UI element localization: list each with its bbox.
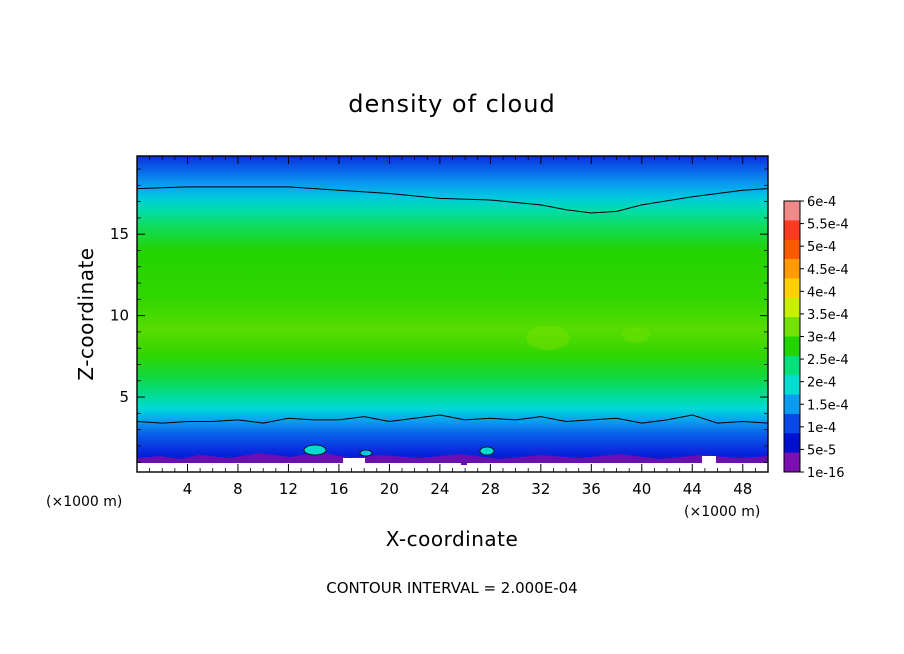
y-tick-label: 15: [110, 225, 129, 243]
contour-line: [137, 414, 768, 424]
x-tick-label: 44: [683, 480, 702, 498]
cloud-cell: [479, 446, 495, 456]
contour-interval-footer: CONTOUR INTERVAL = 2.000E-04: [326, 579, 577, 597]
x-axis-unit-left: (×1000 m): [46, 494, 122, 510]
colorbar-label: 2e-4: [807, 376, 836, 391]
colorbar-swatch: [784, 297, 800, 318]
x-tick-label: 32: [531, 480, 550, 498]
colorbar-label: 2.5e-4: [807, 353, 849, 368]
x-tick-label: 40: [632, 480, 651, 498]
colorbar-swatch: [784, 201, 800, 221]
x-axis-ticks: 4 8 12 16 20 24 28 32 36 40 44 48: [149, 156, 756, 498]
y-axis-label: Z-coordinate: [74, 247, 98, 380]
density-patch: [622, 327, 650, 343]
colorbar-swatch: [784, 394, 800, 415]
x-tick-label: 48: [733, 480, 752, 498]
y-tick-label: 5: [119, 388, 129, 406]
cloud-speck: [461, 462, 467, 465]
colorbar-label: 5e-4: [807, 240, 836, 255]
x-tick-label: 36: [582, 480, 601, 498]
colorbar-label: 3.5e-4: [807, 308, 849, 323]
contour-lines: [137, 186, 768, 424]
x-axis-label: X-coordinate: [386, 527, 519, 551]
colorbar-label: 5.5e-4: [807, 218, 849, 233]
colorbar-label: 1e-4: [807, 421, 836, 436]
x-tick-label: 4: [183, 480, 193, 498]
y-axis-ticks: 5 10 15: [110, 168, 768, 463]
colorbar-label: 3e-4: [807, 331, 836, 346]
colorbar-label: 5e-5: [807, 443, 836, 458]
colorbar-label: 1e-16: [807, 466, 845, 481]
colorbar-swatch: [784, 413, 800, 434]
contour-line: [137, 186, 768, 214]
colorbar-swatch: [784, 355, 800, 376]
x-tick-label: 28: [481, 480, 500, 498]
x-tick-label: 24: [430, 480, 449, 498]
colorbar-swatch: [784, 375, 800, 395]
colorbar-swatch: [784, 239, 800, 260]
colorbar-swatch: [784, 452, 800, 473]
colorbar-swatch: [784, 259, 800, 279]
colorbar-swatch: [784, 336, 800, 357]
x-tick-label: 20: [380, 480, 399, 498]
colorbar-swatch: [784, 278, 800, 299]
cloud-cell: [303, 444, 327, 456]
colorbar-label: 6e-4: [807, 195, 836, 210]
colorbar-swatch: [784, 317, 800, 337]
top-density-dip: [450, 156, 730, 196]
chart-title: density of cloud: [348, 90, 555, 118]
colorbar-label: 1.5e-4: [807, 398, 849, 413]
colorbar-swatch: [784, 433, 800, 453]
x-tick-label: 12: [279, 480, 298, 498]
cloud-cell: [359, 449, 373, 457]
colorbar: 6e-4 5.5e-4 5e-4 4.5e-4 4e-4 3.5e-4 3e-4 2.5e-4…: [783, 195, 849, 481]
x-tick-label: 16: [329, 480, 348, 498]
colorbar-label: 4.5e-4: [807, 263, 849, 278]
x-tick-label: 8: [233, 480, 243, 498]
density-patch: [526, 326, 570, 350]
density-field: [137, 156, 768, 472]
colorbar-label: 4e-4: [807, 285, 836, 300]
plot-area: [137, 156, 768, 472]
colorbar-swatch: [784, 220, 800, 241]
plot-bottom-band: [137, 463, 768, 472]
y-tick-label: 10: [110, 307, 129, 325]
x-axis-unit-right: (×1000 m): [684, 504, 760, 520]
